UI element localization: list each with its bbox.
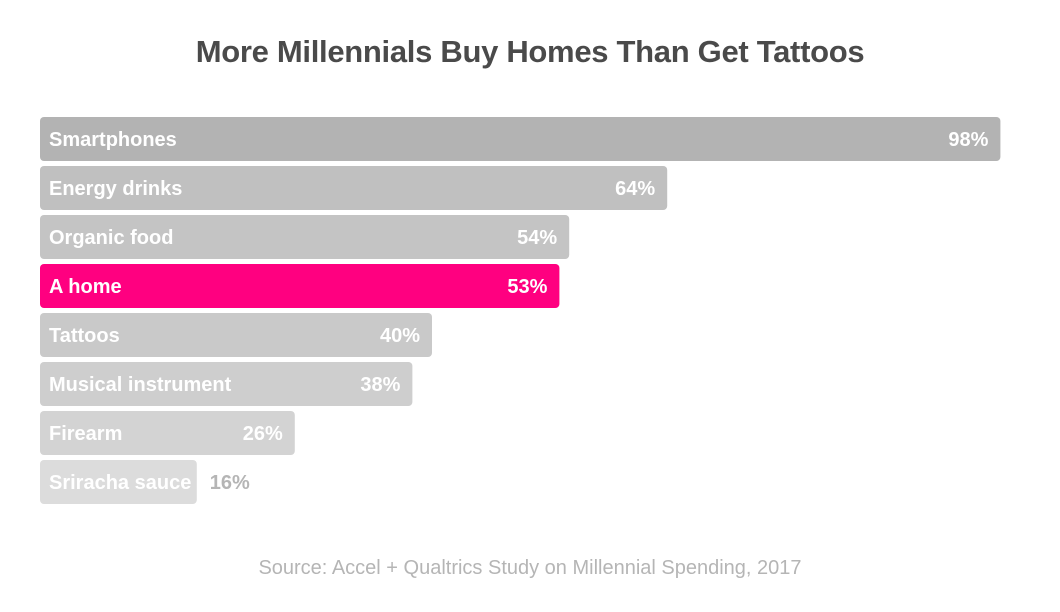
bar-energy-drinks — [40, 166, 668, 210]
chart-title: More Millennials Buy Homes Than Get Tatt… — [195, 34, 865, 69]
value-label: 53% — [507, 276, 547, 298]
category-label: Smartphones — [49, 129, 177, 151]
bar-smartphones — [40, 117, 1001, 161]
bar-sriracha-sauce — [40, 460, 197, 504]
value-label: 40% — [380, 325, 420, 347]
bar-a-home — [40, 264, 560, 308]
category-label: Sriracha sauce — [49, 472, 191, 494]
category-label: Musical instrument — [49, 374, 232, 396]
value-label: 64% — [615, 178, 655, 200]
bar-firearm — [40, 411, 295, 455]
bar-tattoos — [40, 313, 432, 357]
source-note: Source: Accel + Qualtrics Study on Mille… — [258, 557, 802, 579]
value-label: 16% — [210, 472, 250, 494]
category-label: Energy drinks — [49, 178, 182, 200]
category-label: Tattoos — [49, 325, 120, 347]
bar-musical-instrument — [40, 362, 413, 406]
bar-organic-food — [40, 215, 570, 259]
category-label: A home — [49, 276, 122, 298]
value-label: 26% — [243, 423, 283, 445]
category-label: Organic food — [49, 227, 173, 249]
category-label: Firearm — [49, 423, 122, 445]
value-label: 38% — [360, 374, 400, 396]
value-label: 54% — [517, 227, 557, 249]
value-label: 98% — [948, 129, 988, 151]
